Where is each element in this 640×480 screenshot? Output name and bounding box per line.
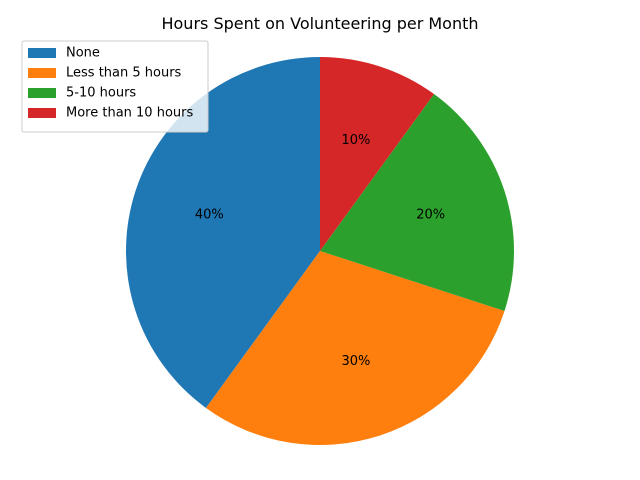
legend-label-0: None xyxy=(66,46,100,61)
pie-slice-label-0: 40% xyxy=(195,208,224,223)
pie-slice-0 xyxy=(125,57,320,408)
legend-label-3: More than 10 hours xyxy=(66,106,193,121)
pie-slice-label-3: 10% xyxy=(342,133,371,148)
legend-swatch-1 xyxy=(28,68,56,78)
legend-swatch-0 xyxy=(28,48,56,58)
pie-slice-label-2: 20% xyxy=(416,208,445,223)
pie-slice-label-1: 30% xyxy=(342,354,371,369)
legend-frame xyxy=(21,40,209,133)
chart-title: Hours Spent on Volunteering per Month xyxy=(161,14,478,33)
pie-slices xyxy=(125,57,514,445)
legend: None Less than 5 hours 5-10 hours More than… xyxy=(21,40,209,133)
legend-swatch-2 xyxy=(28,88,56,98)
legend-items: None Less than 5 hours 5-10 hours More than… xyxy=(28,46,193,121)
legend-label-2: 5-10 hours xyxy=(66,86,136,101)
pie-slice-2 xyxy=(320,94,514,311)
legend-swatch-3 xyxy=(28,108,56,118)
pie-slice-3 xyxy=(320,57,435,251)
pie-slice-labels: 40% 30% 20% 10% xyxy=(195,133,445,369)
pie-slice-1 xyxy=(205,251,505,445)
legend-label-1: Less than 5 hours xyxy=(66,66,182,81)
